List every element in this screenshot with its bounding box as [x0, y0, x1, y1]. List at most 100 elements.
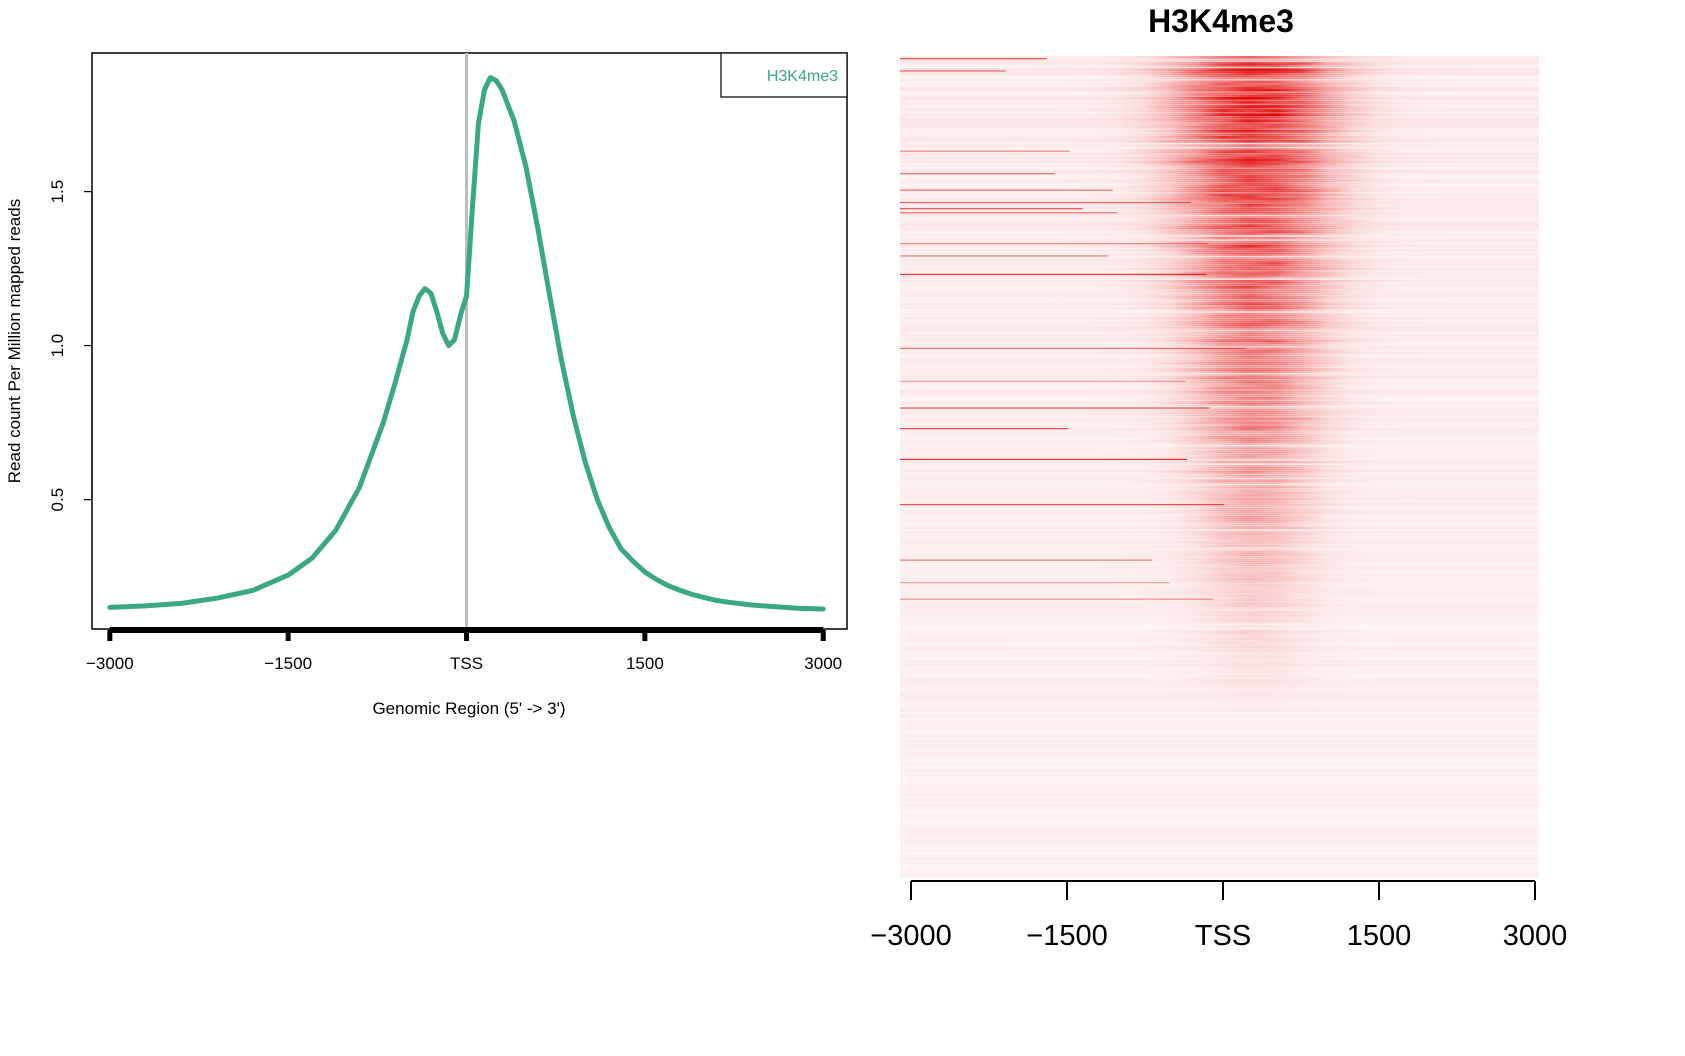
profile-plot: H3K4me3 −3000 −1500 TSS 1500 3000 0.51.01.5 …: [5, 52, 848, 718]
heatmap-row: [900, 288, 1539, 291]
heatmap-row: [900, 808, 1539, 811]
heatmap-row: [900, 520, 1539, 523]
heatmap-row: [900, 127, 1539, 131]
heatmap-x-tick-label: −3000: [870, 920, 951, 952]
heatmap-streak: [900, 173, 1056, 175]
heatmap-row: [900, 559, 1539, 562]
heatmap-row: [900, 446, 1539, 449]
heatmap-row: [900, 785, 1539, 788]
heatmap-row: [900, 171, 1539, 174]
heatmap-streak: [900, 559, 1153, 561]
legend-box: [720, 52, 848, 98]
heatmap-row: [900, 222, 1539, 225]
heatmap-row: [900, 146, 1539, 149]
heatmap-row: [900, 214, 1539, 217]
heatmap-row: [900, 378, 1539, 382]
heatmap-row: [900, 208, 1539, 211]
heatmap-row: [900, 773, 1539, 776]
heatmap-row: [900, 247, 1539, 250]
heatmap-row: [900, 282, 1539, 285]
heatmap-row: [900, 752, 1539, 756]
heatmap-row: [900, 261, 1539, 264]
heatmap-row: [900, 243, 1539, 246]
profile-x-axis: −3000 −1500 TSS 1500 3000: [86, 627, 842, 673]
heatmap-row: [900, 397, 1539, 400]
heatmap-row: [900, 526, 1539, 530]
heatmap-row: [900, 703, 1539, 706]
heatmap-row: [900, 432, 1539, 435]
heatmap-row: [900, 791, 1539, 795]
heatmap-row: [900, 789, 1539, 793]
heatmap-row: [900, 360, 1539, 363]
heatmap-row: [900, 275, 1539, 279]
heatmap-row: [900, 395, 1539, 398]
heatmap-row: [900, 430, 1539, 433]
heatmap-row: [900, 522, 1539, 525]
heatmap-row: [900, 314, 1539, 318]
heatmap-row: [900, 415, 1539, 419]
heatmap-row: [900, 651, 1539, 655]
heatmap-row: [900, 218, 1539, 221]
heatmap-row: [900, 142, 1539, 145]
heatmap-row: [900, 514, 1539, 517]
heatmap-row: [900, 540, 1539, 544]
heatmap-row: [900, 740, 1539, 743]
heatmap-row: [900, 580, 1539, 583]
heatmap-streak: [900, 243, 1209, 245]
heatmap-row: [900, 674, 1539, 677]
heatmap-row: [900, 508, 1539, 511]
heatmap-row: [900, 462, 1539, 466]
heatmap-row: [900, 614, 1539, 618]
heatmap-row: [900, 390, 1539, 394]
heatmap-row: [900, 816, 1539, 819]
heatmap-row: [900, 629, 1539, 632]
profile-x-axis-title: Genomic Region (5' -> 3'): [372, 699, 565, 718]
heatmap-row: [900, 220, 1539, 223]
heatmap-row: [900, 775, 1539, 778]
heatmap-row: [900, 197, 1539, 201]
heatmap-row: [900, 60, 1539, 63]
heatmap-row: [900, 744, 1539, 747]
heatmap-row: [900, 164, 1539, 168]
heatmap-row: [900, 602, 1539, 606]
heatmap-row: [900, 448, 1539, 451]
heatmap-row: [900, 758, 1539, 762]
heatmap-row: [900, 292, 1539, 295]
heatmap-row: [900, 610, 1539, 614]
heatmap-row: [900, 129, 1539, 133]
heatmap-row: [900, 138, 1539, 141]
heatmap-row: [900, 460, 1539, 464]
heatmap-row: [900, 779, 1539, 782]
heatmap-row: [900, 162, 1539, 166]
heatmap-row: [900, 715, 1539, 719]
heatmap-row: [900, 467, 1539, 470]
heatmap-row: [900, 764, 1539, 768]
heatmap-row: [900, 814, 1539, 817]
heatmap-row: [900, 80, 1539, 84]
heatmap-row: [900, 705, 1539, 708]
heatmap-row: [900, 501, 1539, 505]
heatmap-row: [900, 444, 1539, 447]
heatmap-row: [900, 423, 1539, 427]
heatmap-row: [900, 115, 1539, 118]
heatmap-row: [900, 105, 1539, 108]
heatmap-row: [900, 697, 1539, 700]
heatmap-row: [900, 767, 1539, 770]
heatmap-row: [900, 619, 1539, 622]
heatmap-row: [900, 74, 1539, 77]
heatmap-row: [900, 547, 1539, 550]
heatmap-row: [900, 727, 1539, 731]
heatmap-row: [900, 549, 1539, 552]
heatmap-row: [900, 109, 1539, 112]
heatmap-row: [900, 403, 1539, 406]
heatmap-row: [900, 859, 1539, 862]
heatmap-row: [900, 368, 1539, 371]
heatmap-row: [900, 678, 1539, 682]
heatmap-row: [900, 185, 1539, 188]
heatmap-row: [900, 750, 1539, 753]
heatmap-row: [900, 169, 1539, 172]
heatmap-x-tick-label: 1500: [1347, 920, 1412, 952]
heatmap-row: [900, 234, 1539, 238]
heatmap-row: [900, 701, 1539, 704]
